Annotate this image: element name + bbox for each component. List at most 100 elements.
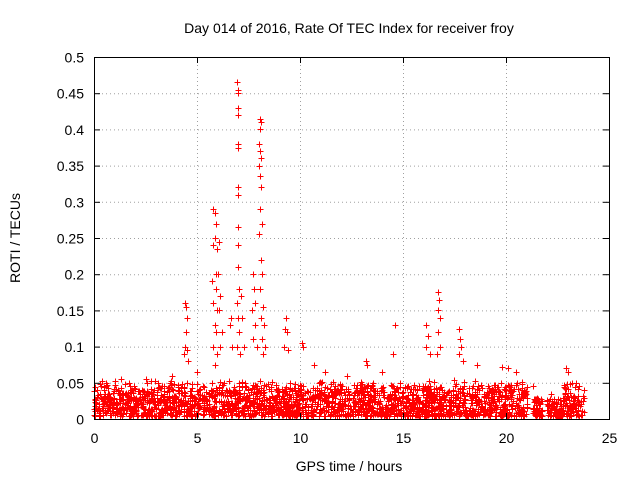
data-point bbox=[537, 411, 544, 418]
data-point bbox=[561, 397, 568, 404]
data-point bbox=[103, 380, 110, 387]
y-axis-label: ROTI / TECUs bbox=[7, 193, 23, 283]
data-point bbox=[181, 351, 188, 358]
data-point bbox=[197, 386, 204, 393]
data-point bbox=[239, 315, 246, 322]
data-point bbox=[300, 383, 307, 390]
data-point bbox=[447, 406, 454, 413]
data-point bbox=[453, 381, 460, 388]
data-point bbox=[219, 329, 226, 336]
data-point bbox=[166, 384, 173, 391]
data-point bbox=[573, 408, 580, 415]
data-point bbox=[398, 407, 405, 414]
data-point bbox=[287, 380, 294, 387]
data-point bbox=[210, 344, 217, 351]
data-point bbox=[435, 289, 442, 296]
data-point bbox=[214, 351, 221, 358]
data-point bbox=[374, 411, 381, 418]
data-point bbox=[199, 395, 206, 402]
data-point bbox=[456, 351, 463, 358]
data-point bbox=[360, 397, 367, 404]
data-point bbox=[393, 386, 400, 393]
data-point bbox=[269, 393, 276, 400]
data-point bbox=[566, 413, 573, 420]
data-point bbox=[155, 380, 162, 387]
data-point bbox=[558, 403, 565, 410]
data-point bbox=[382, 412, 389, 419]
data-point bbox=[184, 400, 191, 407]
y-tick-label: 0.35 bbox=[57, 158, 84, 174]
data-point bbox=[457, 385, 464, 392]
data-point bbox=[323, 403, 330, 410]
data-point bbox=[263, 383, 270, 390]
data-point bbox=[578, 401, 585, 408]
data-point bbox=[430, 397, 437, 404]
data-point bbox=[498, 380, 505, 387]
data-point bbox=[423, 322, 430, 329]
data-point bbox=[206, 401, 213, 408]
data-point bbox=[135, 397, 142, 404]
data-point bbox=[213, 329, 220, 336]
data-point bbox=[257, 173, 264, 180]
y-tick-label: 0.05 bbox=[57, 375, 84, 391]
y-tick-label: 0.4 bbox=[65, 122, 85, 138]
data-point bbox=[195, 411, 202, 418]
data-point bbox=[495, 389, 502, 396]
data-point bbox=[310, 412, 317, 419]
data-point bbox=[256, 231, 263, 238]
data-point bbox=[419, 404, 426, 411]
data-point bbox=[204, 397, 211, 404]
data-point bbox=[183, 304, 190, 311]
data-point bbox=[300, 344, 307, 351]
data-point bbox=[346, 392, 353, 399]
data-point bbox=[260, 351, 267, 358]
data-point bbox=[468, 412, 475, 419]
data-point bbox=[484, 389, 491, 396]
data-point bbox=[212, 322, 219, 329]
data-point bbox=[451, 377, 458, 384]
data-point bbox=[437, 315, 444, 322]
data-point bbox=[364, 388, 371, 395]
data-point bbox=[118, 411, 125, 418]
data-point bbox=[210, 412, 217, 419]
data-point bbox=[260, 304, 267, 311]
data-point bbox=[495, 396, 502, 403]
data-point bbox=[422, 397, 429, 404]
data-point bbox=[133, 408, 140, 415]
data-point bbox=[456, 413, 463, 420]
data-point bbox=[236, 390, 243, 397]
data-point bbox=[462, 404, 469, 411]
data-point bbox=[474, 362, 481, 369]
data-point bbox=[158, 398, 165, 405]
data-point bbox=[258, 119, 265, 126]
data-point bbox=[331, 404, 338, 411]
data-point bbox=[490, 387, 497, 394]
data-point bbox=[437, 396, 444, 403]
data-point bbox=[235, 90, 242, 97]
data-point bbox=[574, 411, 581, 418]
data-point bbox=[432, 406, 439, 413]
data-point bbox=[175, 387, 182, 394]
data-point bbox=[284, 329, 291, 336]
data-point bbox=[292, 381, 299, 388]
data-point bbox=[261, 402, 268, 409]
y-tick-label: 0.15 bbox=[57, 303, 84, 319]
data-point bbox=[492, 382, 499, 389]
data-point bbox=[510, 398, 517, 405]
data-point bbox=[316, 409, 323, 416]
data-point bbox=[155, 402, 162, 409]
data-point bbox=[221, 406, 228, 413]
data-point bbox=[220, 412, 227, 419]
data-point bbox=[296, 397, 303, 404]
data-point bbox=[168, 406, 175, 413]
data-point bbox=[328, 411, 335, 418]
data-point bbox=[249, 307, 256, 314]
data-point bbox=[299, 404, 306, 411]
data-point bbox=[555, 412, 562, 419]
data-point bbox=[436, 297, 443, 304]
data-point bbox=[388, 396, 395, 403]
data-point bbox=[158, 407, 165, 414]
data-point bbox=[170, 399, 177, 406]
data-point bbox=[235, 112, 242, 119]
data-point bbox=[428, 407, 435, 414]
